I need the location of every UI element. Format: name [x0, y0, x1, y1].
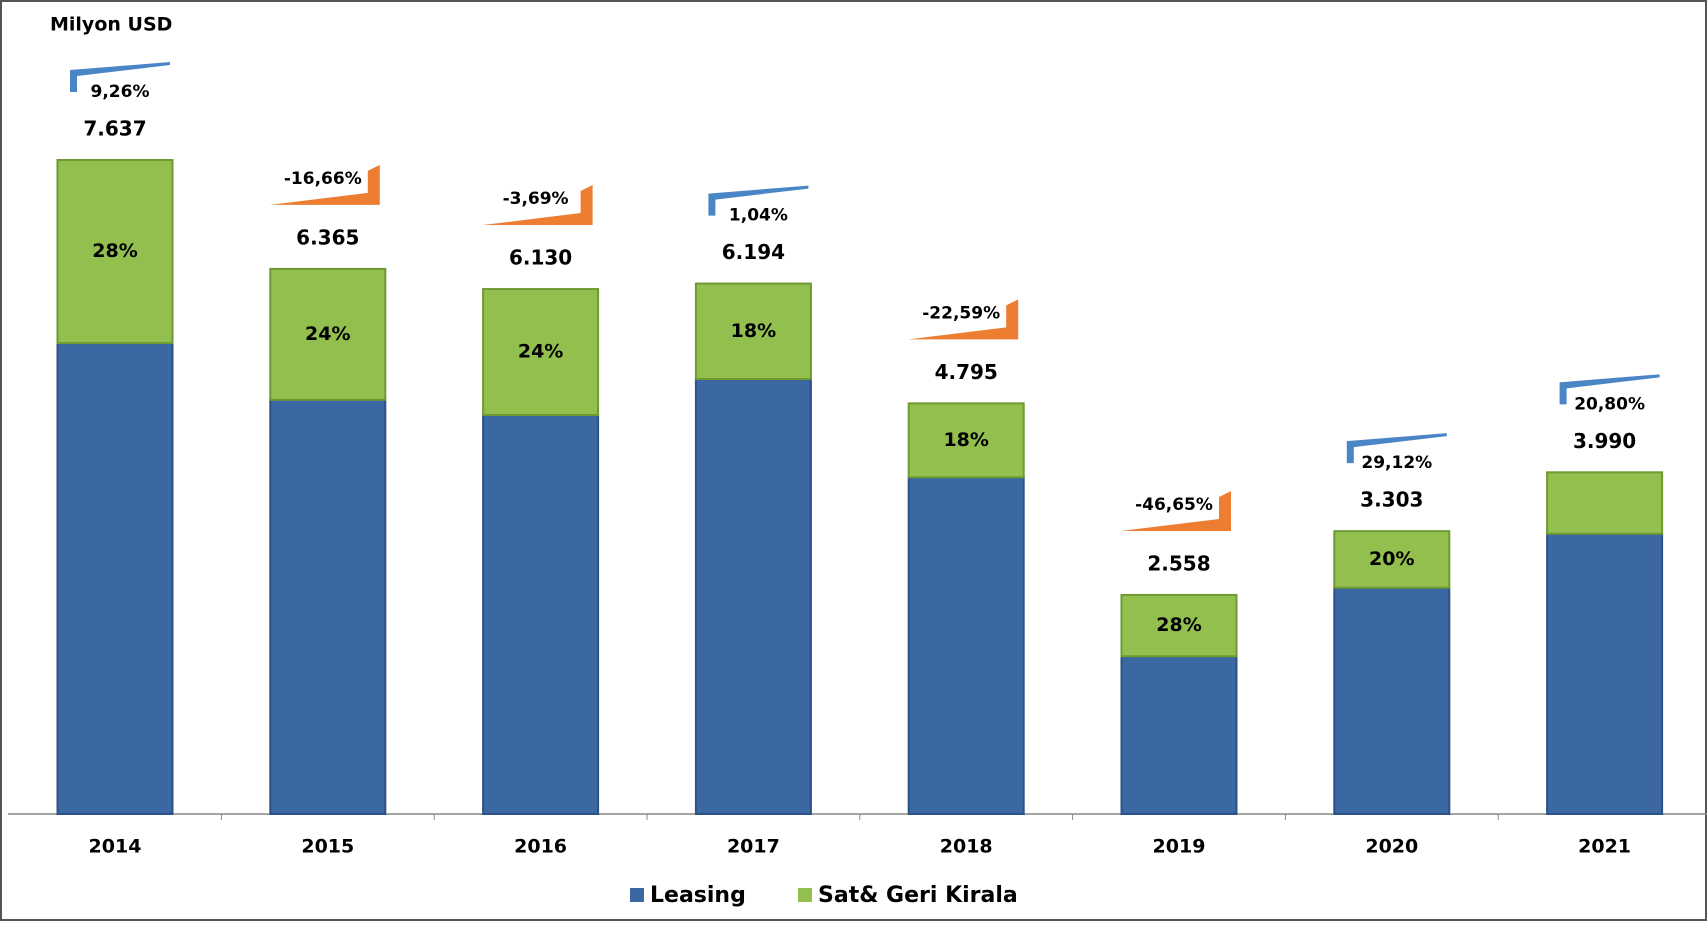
share-label: 20% — [1369, 548, 1414, 570]
change-flag — [1559, 374, 1660, 405]
x-tick-label: 2018 — [940, 836, 993, 858]
bar-segment — [56, 159, 174, 345]
total-label: 6.365 — [296, 225, 359, 249]
share-label: 28% — [92, 240, 137, 262]
change-flag — [908, 299, 1019, 340]
share-label: 28% — [1156, 614, 1201, 636]
change-flag — [269, 164, 380, 205]
total-label: 6.194 — [722, 240, 785, 264]
change-flag — [1121, 490, 1231, 531]
bar-segment — [694, 378, 812, 815]
x-tick-label: 2016 — [514, 836, 567, 858]
bar-segment — [1120, 655, 1238, 815]
x-tick-label: 2017 — [727, 836, 780, 858]
share-label: 18% — [731, 320, 776, 342]
change-flag — [708, 185, 809, 216]
legend-swatch — [798, 888, 812, 902]
x-tick-label: 2014 — [89, 836, 142, 858]
chart-title: Milyon USD — [50, 14, 172, 36]
bar-segment — [1546, 532, 1664, 815]
change-flag — [1346, 433, 1447, 464]
legend-label: Sat& Geri Kirala — [818, 883, 1018, 908]
bar-segment — [1120, 593, 1238, 658]
x-tick-label: 2019 — [1153, 836, 1206, 858]
share-label: 24% — [518, 341, 563, 363]
change-flag — [70, 62, 170, 92]
x-tick-label: 2015 — [301, 836, 354, 858]
change-label: 20,80% — [1574, 394, 1645, 414]
total-label: 2.558 — [1147, 551, 1210, 575]
change-flag — [482, 185, 593, 226]
legend-swatch — [630, 888, 644, 902]
share-label: 24% — [305, 323, 350, 345]
bar-segment — [269, 267, 387, 401]
x-tick-label: 2021 — [1578, 836, 1631, 858]
total-label: 7.637 — [83, 117, 146, 141]
total-label: 6.130 — [509, 246, 572, 270]
change-label: -46,65% — [1135, 495, 1213, 515]
bar-segment — [269, 398, 387, 815]
legend-label: Leasing — [650, 883, 746, 908]
change-label: 9,26% — [91, 82, 150, 102]
change-label: 1,04% — [729, 206, 788, 226]
bar-segment — [1546, 471, 1664, 535]
bar-segment — [1333, 530, 1451, 589]
bar-segment — [694, 282, 812, 381]
bar-segment — [56, 342, 174, 815]
x-tick-label: 2020 — [1365, 836, 1418, 858]
total-label: 4.795 — [935, 360, 998, 384]
bar-segment — [482, 414, 600, 815]
change-label: 29,12% — [1361, 453, 1432, 473]
bar-segment — [1333, 586, 1451, 815]
bar-segment — [907, 402, 1025, 479]
bar-segment — [907, 476, 1025, 815]
change-label: -3,69% — [503, 189, 569, 209]
bar-segment — [482, 288, 600, 417]
share-label: 18% — [943, 429, 988, 451]
change-label: -16,66% — [284, 169, 362, 189]
change-label: -22,59% — [922, 303, 1000, 323]
total-label: 3.990 — [1573, 429, 1636, 453]
total-label: 3.303 — [1360, 488, 1423, 512]
